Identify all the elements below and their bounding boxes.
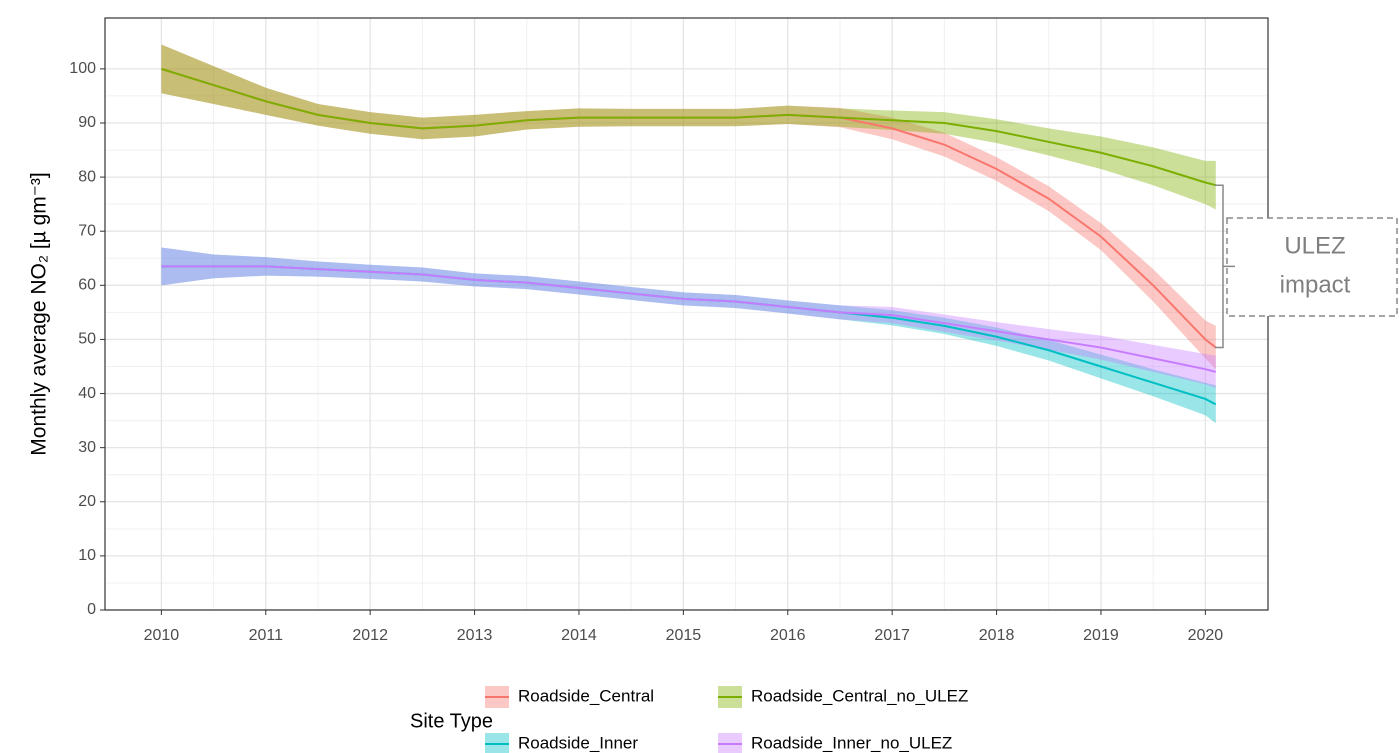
legend-label: Roadside_Central_no_ULEZ (751, 686, 968, 705)
x-tick-label: 2019 (1083, 627, 1119, 644)
annotation-box (1226, 217, 1398, 317)
series-line (161, 67, 1217, 187)
y-tick-label: 40 (78, 385, 96, 402)
y-axis-title: Monthly average NO₂ [µ gm⁻³] (28, 172, 51, 455)
legend: Site Type Roadside_Central Roadside_Centr… (410, 686, 968, 753)
y-tick-label: 90 (78, 114, 96, 131)
x-tick-label: 2011 (249, 627, 284, 644)
x-tick-label: 2018 (979, 627, 1015, 644)
annotation-text: impact (1280, 271, 1351, 298)
series-line (161, 265, 1217, 373)
y-tick-label: 30 (78, 439, 96, 456)
confidence-band (161, 44, 1216, 370)
confidence-band (161, 247, 1216, 389)
bands (161, 44, 1216, 424)
y-tick-label: 100 (69, 60, 96, 77)
confidence-band (161, 44, 1216, 210)
confidence-band (161, 247, 1216, 424)
y-tick-label: 60 (78, 277, 96, 294)
legend-label: Roadside_Inner_no_ULEZ (751, 733, 952, 752)
y-tick-label: 0 (87, 601, 96, 618)
lines (161, 67, 1217, 406)
legend-label: Roadside_Inner (518, 733, 638, 752)
x-tick-label: 2015 (666, 627, 702, 644)
x-tick-label: 2020 (1188, 627, 1224, 644)
y-tick-label: 50 (78, 331, 96, 348)
legend-title: Site Type (410, 710, 493, 732)
annotation-text: ULEZ (1284, 232, 1345, 259)
x-tick-label: 2016 (770, 627, 806, 644)
axes: 0 10 20 30 40 50 60 70 80 90 100 2010 2011 2012 2013 20… (69, 60, 1223, 644)
x-tick-label: 2010 (144, 627, 180, 644)
annotation-bracket (1215, 184, 1235, 349)
legend-label: Roadside_Central (518, 686, 654, 705)
x-tick-label: 2017 (874, 627, 910, 644)
x-tick-label: 2012 (352, 627, 388, 644)
y-tick-label: 70 (78, 222, 96, 239)
y-tick-label: 20 (78, 493, 96, 510)
grid (105, 18, 1268, 611)
y-tick-label: 80 (78, 168, 96, 185)
x-tick-label: 2014 (561, 627, 597, 644)
y-tick-label: 10 (78, 547, 96, 564)
x-tick-label: 2013 (457, 627, 493, 644)
